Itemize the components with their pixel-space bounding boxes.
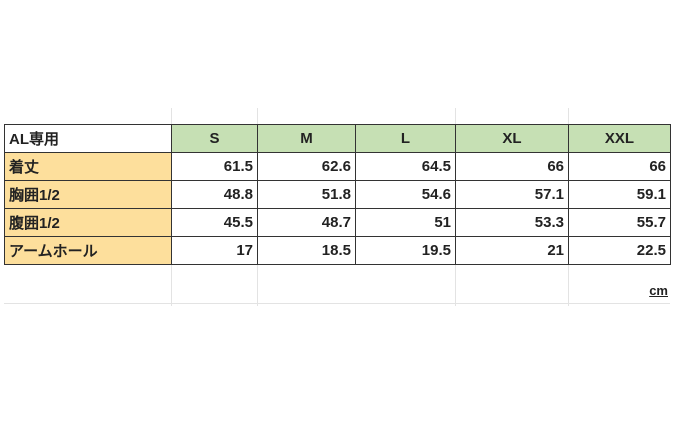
value-cell[interactable]: 17	[171, 236, 258, 265]
corner-cell[interactable]: AL専用	[4, 124, 172, 153]
header-row: AL専用 S M L XL XXL	[4, 124, 671, 153]
size-header[interactable]: XL	[455, 124, 569, 153]
value-cell[interactable]: 61.5	[171, 152, 258, 181]
row-label[interactable]: アームホール	[4, 236, 172, 265]
value-cell[interactable]: 21	[455, 236, 569, 265]
value-cell[interactable]: 48.8	[171, 180, 258, 209]
size-header[interactable]: S	[171, 124, 258, 153]
row-label[interactable]: 胸囲1/2	[4, 180, 172, 209]
size-header[interactable]: XXL	[568, 124, 671, 153]
value-cell[interactable]: 66	[568, 152, 671, 181]
value-cell[interactable]: 55.7	[568, 208, 671, 237]
value-cell[interactable]: 51	[355, 208, 456, 237]
value-cell[interactable]: 45.5	[171, 208, 258, 237]
value-cell[interactable]: 22.5	[568, 236, 671, 265]
value-cell[interactable]: 48.7	[257, 208, 356, 237]
value-cell[interactable]: 64.5	[355, 152, 456, 181]
value-cell[interactable]: 62.6	[257, 152, 356, 181]
size-header[interactable]: L	[355, 124, 456, 153]
size-table: AL専用 S M L XL XXL 着丈 61.5 62.6 64.5 66 6…	[4, 124, 671, 265]
row-label[interactable]: 腹囲1/2	[4, 208, 172, 237]
row-label[interactable]: 着丈	[4, 152, 172, 181]
value-cell[interactable]: 51.8	[257, 180, 356, 209]
value-cell[interactable]: 53.3	[455, 208, 569, 237]
table-row: 着丈 61.5 62.6 64.5 66 66	[4, 152, 671, 181]
value-cell[interactable]: 59.1	[568, 180, 671, 209]
table-row: 胸囲1/2 48.8 51.8 54.6 57.1 59.1	[4, 180, 671, 209]
table-row: 腹囲1/2 45.5 48.7 51 53.3 55.7	[4, 208, 671, 237]
value-cell[interactable]: 57.1	[455, 180, 569, 209]
unit-label: cm	[649, 283, 668, 298]
size-header[interactable]: M	[257, 124, 356, 153]
table-row: アームホール 17 18.5 19.5 21 22.5	[4, 236, 671, 265]
value-cell[interactable]: 66	[455, 152, 569, 181]
value-cell[interactable]: 54.6	[355, 180, 456, 209]
value-cell[interactable]: 18.5	[257, 236, 356, 265]
grid-line	[4, 303, 670, 304]
value-cell[interactable]: 19.5	[355, 236, 456, 265]
